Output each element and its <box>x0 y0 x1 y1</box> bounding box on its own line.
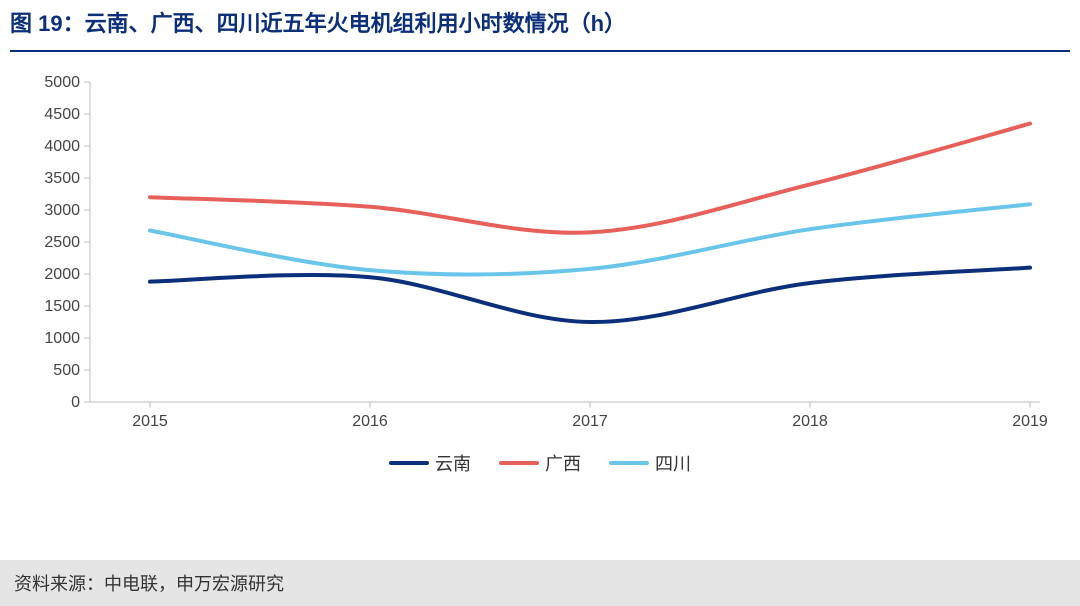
source-label: 资料来源：中电联，申万宏源研究 <box>14 574 284 594</box>
legend-label: 四川 <box>655 450 691 476</box>
svg-text:1000: 1000 <box>44 330 80 347</box>
svg-text:4500: 4500 <box>44 106 80 123</box>
svg-text:3000: 3000 <box>44 202 80 219</box>
chart-container: 0 500 1000 1500 2000 2500 3000 3500 4000 4500 5000… <box>20 72 1060 502</box>
legend-item: 四川 <box>609 450 691 476</box>
line-chart: 0 500 1000 1500 2000 2500 3000 3500 4000 4500 5000… <box>20 72 1060 442</box>
svg-text:4000: 4000 <box>44 138 80 155</box>
title-divider <box>10 50 1070 52</box>
svg-text:2018: 2018 <box>792 413 828 430</box>
svg-text:2500: 2500 <box>44 234 80 251</box>
svg-text:2016: 2016 <box>352 413 388 430</box>
svg-text:3500: 3500 <box>44 170 80 187</box>
svg-text:500: 500 <box>53 362 80 379</box>
legend-swatch <box>389 461 429 465</box>
svg-text:2000: 2000 <box>44 266 80 283</box>
legend-swatch <box>499 461 539 465</box>
svg-text:2015: 2015 <box>132 413 168 430</box>
svg-text:0: 0 <box>71 394 80 411</box>
chart-title: 图 19：云南、广西、四川近五年火电机组利用小时数情况（h） <box>10 11 626 36</box>
legend-swatch <box>609 461 649 465</box>
legend: 云南 广西 四川 <box>20 450 1060 476</box>
legend-label: 云南 <box>435 450 471 476</box>
source-bar: 资料来源：中电联，申万宏源研究 <box>0 560 1080 606</box>
svg-text:5000: 5000 <box>44 74 80 91</box>
svg-text:1500: 1500 <box>44 298 80 315</box>
svg-text:2019: 2019 <box>1012 413 1048 430</box>
legend-label: 广西 <box>545 450 581 476</box>
legend-item: 广西 <box>499 450 581 476</box>
svg-text:2017: 2017 <box>572 413 608 430</box>
legend-item: 云南 <box>389 450 471 476</box>
